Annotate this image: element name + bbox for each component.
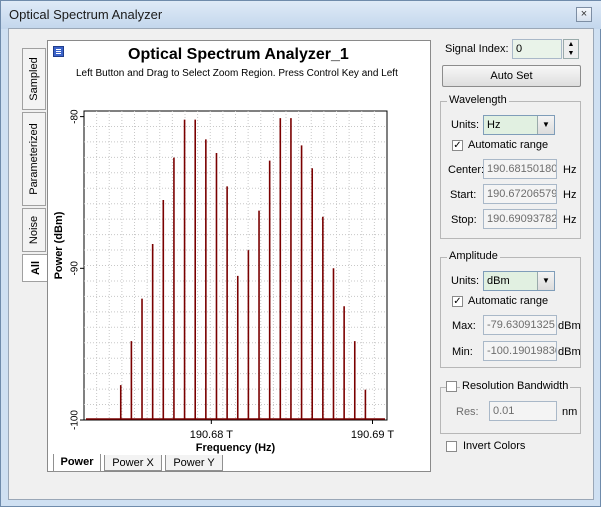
min-unit: dBm (558, 346, 581, 358)
stop-label: Stop: (451, 214, 477, 226)
auto-set-button[interactable]: Auto Set (442, 65, 581, 87)
chevron-down-icon[interactable]: ▼ (537, 272, 554, 290)
wavelength-title: Wavelength (447, 94, 509, 106)
x-tick-label: 190.68 T (190, 429, 234, 441)
window-title: Optical Spectrum Analyzer (9, 7, 163, 22)
resolution-checkbox[interactable] (446, 381, 457, 392)
wl-auto-range-label: Automatic range (468, 139, 549, 151)
center-unit: Hz (563, 164, 577, 176)
y-tick-label: -90 (70, 261, 81, 276)
amp-units-value: dBm (487, 275, 510, 287)
spectrum-chart[interactable]: -80 -90 -100 190.68 T 190.69 T Frequency (Hz)… (47, 40, 431, 454)
tab-noise-label: Noise (28, 215, 40, 245)
wl-units-value: Hz (487, 119, 501, 131)
resolution-title: Resolution Bandwidth (460, 380, 571, 392)
invert-colors-checkbox[interactable] (446, 441, 457, 452)
amp-auto-range-label: Automatic range (468, 295, 549, 307)
x-tick-label: 190.69 T (351, 429, 395, 441)
chevron-down-icon[interactable]: ▼ (537, 116, 554, 134)
res-field[interactable]: 0.01 (489, 401, 557, 421)
tab-noise[interactable]: Noise (22, 208, 46, 252)
wl-units-select[interactable]: Hz ▼ (483, 115, 555, 135)
max-field[interactable]: -79.63091325 (483, 315, 557, 335)
min-field[interactable]: -100.19019830 (483, 341, 557, 361)
start-field[interactable]: 190.67206579 (483, 184, 557, 204)
y-axis-label: Power (dBm) (53, 211, 65, 279)
stop-field[interactable]: 190.69093782 (483, 209, 557, 229)
max-label: Max: (452, 320, 476, 332)
tab-all[interactable]: All (22, 254, 48, 282)
tab-power-x[interactable]: Power X (104, 455, 162, 471)
wavelength-group (440, 101, 581, 239)
signal-index-input[interactable]: 0 (512, 39, 562, 59)
tab-power[interactable]: Power (53, 454, 101, 472)
start-unit: Hz (563, 189, 577, 201)
amp-units-select[interactable]: dBm ▼ (483, 271, 555, 291)
invert-colors-label: Invert Colors (463, 440, 526, 452)
tab-power-y[interactable]: Power Y (165, 455, 223, 471)
chart-title: Optical Spectrum Analyzer_1 (128, 46, 349, 63)
res-unit: nm (562, 406, 578, 418)
stop-unit: Hz (563, 214, 577, 226)
res-label: Res: (456, 406, 479, 418)
center-label: Center: (448, 164, 485, 176)
min-label: Min: (452, 346, 473, 358)
y-tick-label: -100 (70, 410, 81, 430)
x-axis-label: Frequency (Hz) (196, 442, 276, 454)
max-unit: dBm (558, 320, 581, 332)
tab-sampled[interactable]: Sampled (22, 48, 46, 110)
signal-index-label: Signal Index: (445, 43, 509, 55)
tab-parameterized[interactable]: Parameterized (22, 112, 46, 206)
y-tick-label: -80 (70, 109, 81, 124)
menu-icon[interactable] (53, 46, 64, 57)
amplitude-group (440, 257, 581, 368)
amp-auto-range-checkbox[interactable]: ✓ (452, 296, 463, 307)
wl-units-label: Units: (451, 119, 480, 131)
wl-auto-range-checkbox[interactable]: ✓ (452, 140, 463, 151)
signal-index-spinner[interactable]: ▲ ▼ (563, 39, 579, 59)
tab-sampled-label: Sampled (28, 57, 40, 101)
spin-up-icon[interactable]: ▲ (567, 41, 575, 48)
title-bar: Optical Spectrum Analyzer × (1, 1, 601, 29)
center-field[interactable]: 190.68150180 (483, 159, 557, 179)
chart-subtitle: Left Button and Drag to Select Zoom Regi… (76, 68, 398, 79)
close-button[interactable]: × (576, 7, 592, 22)
amp-units-label: Units: (451, 275, 480, 287)
tab-parameterized-label: Parameterized (28, 123, 40, 195)
amplitude-title: Amplitude (447, 250, 500, 262)
spin-down-icon[interactable]: ▼ (567, 50, 575, 57)
start-label: Start: (450, 189, 477, 201)
tab-all-label: All (29, 260, 42, 276)
